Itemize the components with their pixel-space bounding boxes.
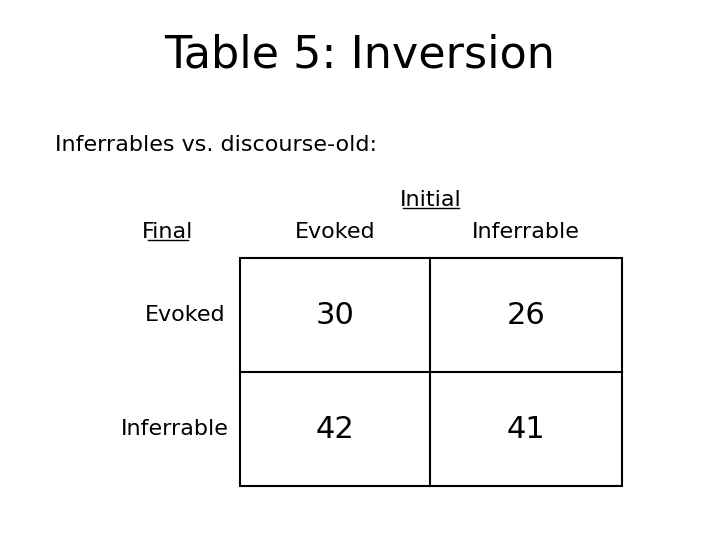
Text: 42: 42 xyxy=(315,415,354,443)
Text: 30: 30 xyxy=(315,300,354,329)
Text: 41: 41 xyxy=(507,415,545,443)
Text: Evoked: Evoked xyxy=(294,222,375,242)
Text: Initial: Initial xyxy=(400,190,462,210)
Text: Inferrables vs. discourse-old:: Inferrables vs. discourse-old: xyxy=(55,135,377,155)
Text: Inferrable: Inferrable xyxy=(121,419,229,439)
Text: Final: Final xyxy=(143,222,194,242)
Text: 26: 26 xyxy=(507,300,545,329)
Text: Evoked: Evoked xyxy=(145,305,225,325)
Text: Inferrable: Inferrable xyxy=(472,222,580,242)
Bar xyxy=(240,258,622,486)
Text: Table 5: Inversion: Table 5: Inversion xyxy=(165,33,555,77)
